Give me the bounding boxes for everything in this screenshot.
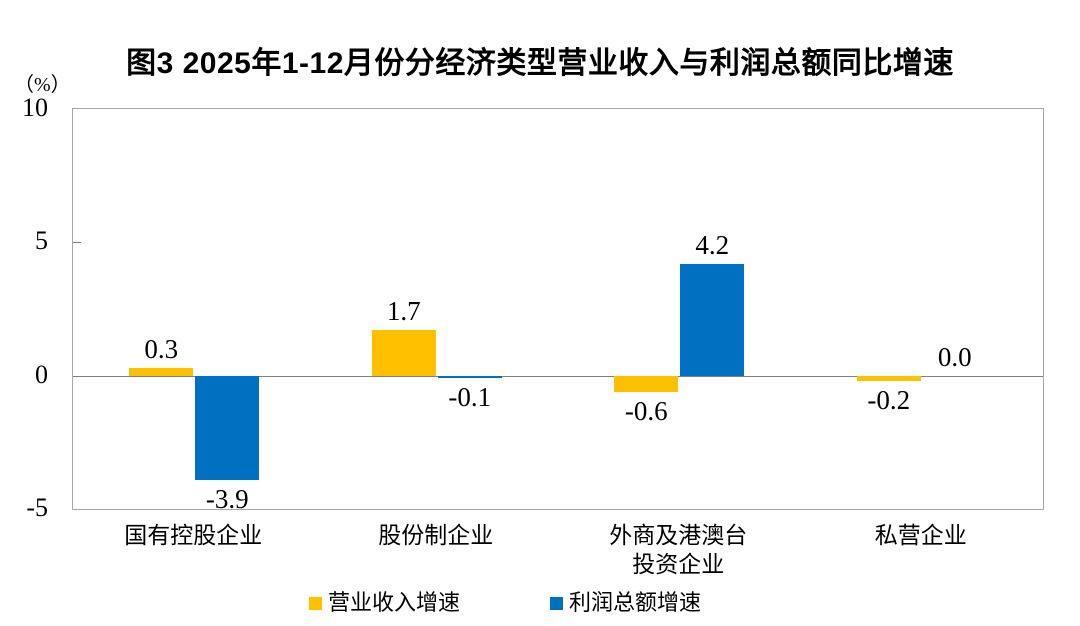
legend-swatch-icon [308, 596, 322, 610]
value-label: -0.6 [624, 395, 668, 426]
bar-series2-group3 [680, 263, 745, 376]
category-label: 国有控股企业 [124, 523, 263, 548]
bar-series1-group1 [129, 367, 194, 376]
value-label: -3.9 [205, 483, 249, 514]
y-axis-unit-label: （%） [14, 74, 71, 96]
legend-label: 营业收入增速 [327, 590, 460, 615]
value-label: -0.2 [867, 385, 911, 415]
y-tick-label: -5 [26, 493, 48, 522]
chart-legend: 营业收入增速 利润总额增速 [0, 592, 1010, 614]
zero-line [73, 375, 1043, 377]
x-axis-category-labels: 国有控股企业 股份制企业 外商及港澳台 投资企业 私营企业 [72, 521, 1042, 579]
category-label: 外商及港澳台 投资企业 [609, 523, 748, 577]
chart-title: 图3 2025年1-12月份分经济类型营业收入与利润总额同比增速 [126, 47, 954, 80]
value-label: 1.7 [386, 296, 421, 327]
category-label: 股份制企业 [378, 523, 494, 548]
value-label: 0.3 [144, 333, 179, 364]
value-label: 4.2 [695, 229, 730, 260]
y-tick-label: 10 [22, 93, 48, 122]
value-label: -0.1 [448, 382, 492, 413]
plot-area: 0.3 1.7 -0.6 -0.2 -3.9 -0.1 4.2 0.0 [72, 108, 1044, 514]
category-label: 私营企业 [874, 523, 967, 548]
legend-item-series2: 利润总额增速 [550, 592, 701, 614]
bar-series2-group1 [195, 375, 260, 480]
bar-series1-group2 [371, 330, 436, 376]
y-tick-label: 0 [35, 359, 48, 389]
y-tick-label: 5 [35, 226, 48, 256]
legend-swatch-icon [550, 596, 563, 610]
legend-label: 利润总额增速 [569, 590, 702, 615]
y-axis-tick-mark [73, 242, 81, 244]
value-label: 0.0 [937, 341, 972, 372]
legend-item-series1: 营业收入增速 [308, 590, 460, 615]
bar-series1-group3 [614, 375, 679, 392]
y-axis-tick-labels: 10 5 0 -5 [0, 93, 58, 522]
bar-series2-group2 [437, 375, 502, 379]
bar-series1-group4 [856, 375, 921, 381]
